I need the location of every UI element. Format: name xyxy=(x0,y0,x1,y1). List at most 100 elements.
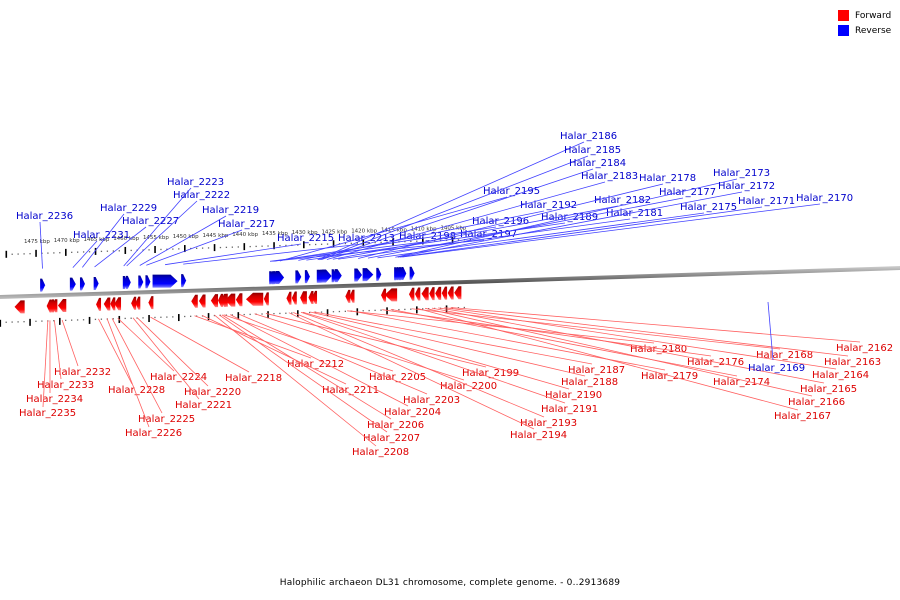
label-leader-line xyxy=(767,301,774,361)
minor-tick-bottom xyxy=(154,316,156,319)
label-leader-line xyxy=(274,226,497,262)
minor-tick-top xyxy=(178,248,180,250)
minor-tick-top xyxy=(285,244,287,247)
minor-tick-top xyxy=(82,251,85,253)
minor-tick-bottom xyxy=(166,316,168,318)
gene-arrow-Halar_2188 xyxy=(308,291,314,305)
axis-tick-label: 1445 kbp xyxy=(202,233,228,239)
gene-arrow-Halar_2212 xyxy=(191,294,198,308)
gene-label-forward: Halar_2218 xyxy=(225,373,282,384)
major-tick-bottom xyxy=(59,317,61,325)
label-leader-line xyxy=(319,155,589,261)
minor-tick-top xyxy=(77,251,79,253)
label-leader-line xyxy=(313,311,593,365)
gene-arrow-Halar_2181 xyxy=(334,269,342,283)
minor-tick-bottom xyxy=(273,312,275,315)
minor-tick-bottom xyxy=(404,308,406,311)
gene-arrow-Halar_2231 xyxy=(69,277,76,291)
minor-tick-bottom xyxy=(338,310,341,313)
gene-arrow-Halar_2203 xyxy=(235,293,243,307)
gene-label-reverse: Halar_2182 xyxy=(594,195,651,206)
label-leader-line xyxy=(221,314,392,420)
minor-tick-top xyxy=(59,252,61,254)
gene-arrow-Halar_2227 xyxy=(93,276,99,290)
label-leader-line xyxy=(94,226,147,268)
gene-label-forward: Halar_2193 xyxy=(520,418,577,429)
gene-arrow-Halar_2179 xyxy=(349,289,355,303)
minor-tick-bottom xyxy=(285,312,287,314)
gene-arrow-Halar_2217 xyxy=(145,275,151,289)
gene-label-forward: Halar_2235 xyxy=(19,408,76,419)
label-leader-line xyxy=(202,315,347,385)
label-leader-line xyxy=(194,315,312,359)
label-leader-line xyxy=(310,311,586,377)
label-leader-line xyxy=(42,320,49,408)
gene-arrow-Halar_2192 xyxy=(295,270,302,284)
axis-tick-label: 1415 kbp xyxy=(381,227,407,233)
gene-arrow-Halar_2219 xyxy=(138,275,144,289)
label-leader-line xyxy=(279,196,508,262)
major-tick-bottom xyxy=(237,312,240,320)
gene-arrow-Halar_2223 xyxy=(122,276,128,290)
gene-label-forward: Halar_2225 xyxy=(138,414,195,425)
minor-tick-bottom xyxy=(35,320,37,322)
minor-tick-top xyxy=(148,249,150,251)
gene-arrow-Halar_2220 xyxy=(135,296,141,310)
gene-label-reverse: Halar_2175 xyxy=(680,202,737,213)
minor-tick-bottom xyxy=(249,313,251,316)
minor-tick-bottom xyxy=(172,316,174,318)
legend-label-reverse: Reverse xyxy=(855,25,892,36)
gene-label-forward: Halar_2180 xyxy=(630,344,687,355)
label-leader-line xyxy=(395,178,738,258)
minor-tick-top xyxy=(17,253,19,255)
gene-arrow-Halar_2183 xyxy=(322,269,332,283)
label-leader-line xyxy=(450,307,861,343)
gene-label-forward: Halar_2224 xyxy=(150,372,207,383)
gene-arrow-Halar_2189 xyxy=(304,270,310,284)
major-tick-bottom xyxy=(297,310,299,318)
minor-tick-bottom xyxy=(160,316,162,318)
minor-tick-top xyxy=(53,252,55,254)
major-tick-bottom xyxy=(148,315,150,323)
legend-item-forward: Forward xyxy=(838,8,891,23)
gene-label-forward: Halar_2174 xyxy=(713,377,770,388)
major-tick-bottom xyxy=(267,311,269,319)
gene-arrow-Halar_2221 xyxy=(131,296,137,310)
label-leader-line xyxy=(326,181,606,260)
gene-arrow-Halar_2170 xyxy=(401,267,407,281)
minor-tick-top xyxy=(231,246,233,248)
gene-label-forward: Halar_2232 xyxy=(54,367,111,378)
gene-arrow-Halar_2164 xyxy=(435,286,442,300)
gene-label-reverse: Halar_2192 xyxy=(520,200,577,211)
major-tick-bottom xyxy=(326,309,329,317)
label-leader-line xyxy=(218,314,388,433)
major-tick-top xyxy=(451,236,454,244)
label-leader-line xyxy=(238,313,428,395)
axis-tick-label: 1440 kbp xyxy=(232,232,258,238)
gene-label-reverse: Halar_2185 xyxy=(564,145,621,156)
gene-label-reverse: Halar_2195 xyxy=(483,186,540,197)
gene-label-forward: Halar_2200 xyxy=(440,381,497,392)
gene-label-forward: Halar_2167 xyxy=(774,411,831,422)
gene-arrow-Halar_2178 xyxy=(354,268,363,282)
label-leader-line xyxy=(411,308,781,350)
axis-tick-label: 1410 kbp xyxy=(411,226,437,232)
minor-tick-top xyxy=(374,241,376,244)
minor-tick-top xyxy=(237,246,239,248)
gene-arrow-Halar_2205 xyxy=(222,293,228,307)
minor-tick-top xyxy=(23,253,25,255)
gene-layer xyxy=(14,266,462,314)
minor-tick-top xyxy=(457,239,460,241)
gene-label-forward: Halar_2163 xyxy=(824,357,881,368)
gene-arrow-Halar_2176 xyxy=(381,288,387,302)
minor-tick-bottom xyxy=(124,317,126,320)
minor-tick-bottom xyxy=(309,311,311,314)
minor-tick-top xyxy=(172,248,174,250)
minor-tick-top xyxy=(100,250,103,253)
label-leader-line xyxy=(53,320,62,380)
minor-tick-top xyxy=(416,240,418,242)
gene-label-reverse: Halar_2172 xyxy=(718,181,775,192)
axis-tick-label: 1435 kbp xyxy=(262,231,288,237)
label-leader-line xyxy=(98,318,133,385)
gene-label-forward: Halar_2188 xyxy=(561,377,618,388)
